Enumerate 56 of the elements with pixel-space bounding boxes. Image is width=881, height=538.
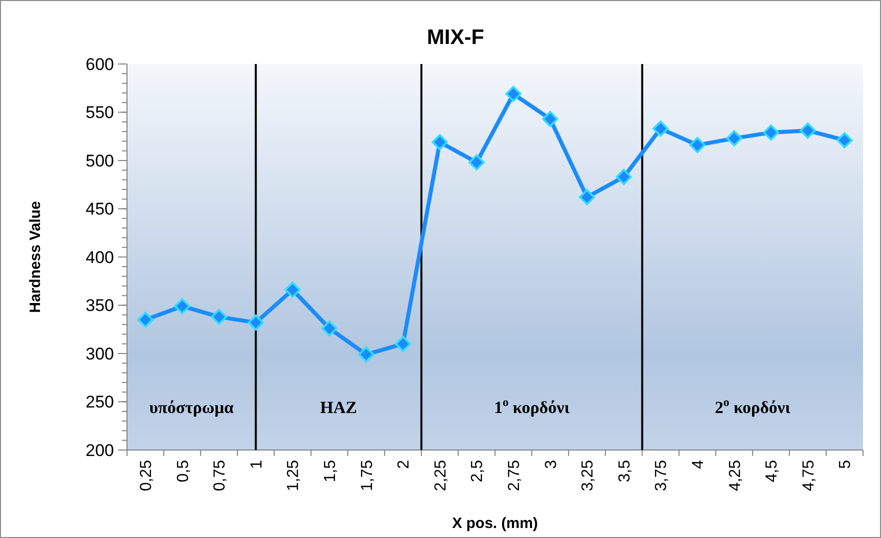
y-axis-title: Hardness Value [27, 201, 44, 313]
x-tick-label: 1,5 [322, 460, 339, 482]
x-tick-label: 2,75 [506, 460, 523, 492]
y-tick-label: 550 [86, 103, 114, 122]
point [137, 312, 154, 328]
y-tick-label: 400 [86, 248, 114, 267]
x-tick-label: 0,5 [174, 460, 192, 482]
point [248, 314, 264, 331]
point [578, 189, 596, 206]
y-tick-label: 250 [86, 392, 114, 412]
x-tick-label: 2,5 [469, 460, 486, 482]
x-tick-label: 3,5 [616, 460, 634, 482]
point [284, 282, 301, 298]
point [432, 134, 448, 150]
x-tick-label: 4,75 [800, 460, 818, 492]
x-tick-label: 1,25 [285, 460, 302, 492]
point [394, 336, 412, 352]
point [762, 124, 780, 141]
point [468, 154, 485, 171]
annotation: 1$^{o}$ κορδόνι [494, 394, 570, 417]
point [616, 168, 632, 185]
x-tick-label: 4,25 [726, 460, 744, 492]
x-tick-label: 5 [837, 460, 854, 469]
y-tick-label: 450 [86, 200, 114, 219]
x-tick-label: 3 [542, 460, 560, 469]
x-tick-label: 0,25 [138, 460, 155, 492]
x-tick-label: 4 [690, 460, 707, 469]
y-tick-label: 500 [86, 151, 114, 170]
point [358, 346, 374, 363]
annotation: 2$^{o}$ κορδόνι [714, 394, 792, 417]
point [726, 130, 742, 146]
annotation: HAZ [320, 398, 358, 417]
point [542, 110, 558, 128]
point [689, 136, 706, 154]
point [210, 308, 228, 325]
point [836, 132, 853, 148]
y-tick-label: 200 [86, 440, 114, 460]
y-tick-label: 300 [86, 344, 114, 364]
x-axis-title: X pos. (mm) [452, 515, 538, 532]
point [505, 86, 522, 102]
y-tick-label: 600 [86, 54, 114, 74]
x-tick-label: 3,75 [653, 460, 670, 492]
x-tick-label: 0,75 [212, 460, 229, 492]
x-tick-label: 2 [396, 460, 413, 469]
x-tick-label: 2,25 [432, 460, 450, 492]
x-tick-label: 1 [248, 460, 266, 469]
point [321, 320, 338, 336]
x-tick-label: 3,25 [580, 460, 597, 492]
y-tick-label: 350 [86, 296, 114, 316]
point [174, 298, 190, 314]
x-tick-label: 1,75 [358, 460, 376, 492]
point [800, 122, 816, 139]
x-tick-label: 4,5 [764, 460, 781, 482]
annotation: υπόστρωμα [149, 398, 234, 417]
chart-title: MIX-F [426, 26, 484, 49]
point [652, 120, 669, 137]
